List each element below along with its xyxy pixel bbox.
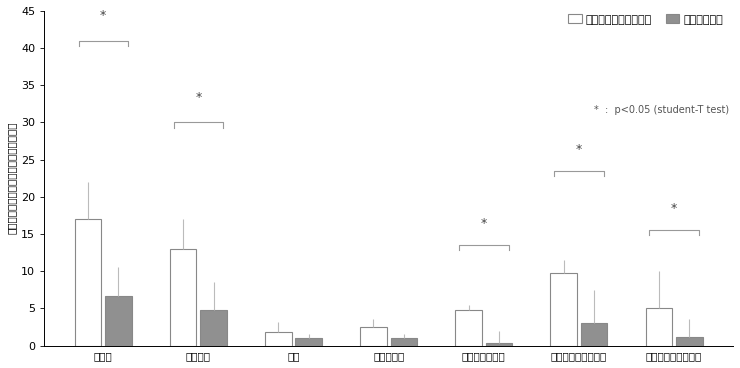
Bar — [295, 338, 322, 346]
Text: *: * — [481, 217, 487, 230]
Bar — [645, 308, 672, 346]
Legend: テーラーメイド医薬品, 従来型医薬品: テーラーメイド医薬品, 従来型医薬品 — [564, 10, 727, 29]
Bar — [455, 310, 482, 346]
Bar — [581, 323, 608, 346]
Text: *: * — [671, 202, 677, 215]
Text: *: * — [100, 9, 107, 22]
Text: *  :  p<0.05 (student-T test): * : p<0.05 (student-T test) — [594, 105, 730, 114]
Bar — [676, 337, 702, 346]
Bar — [105, 296, 132, 346]
Bar — [75, 219, 101, 346]
Text: *: * — [195, 91, 201, 104]
Bar — [551, 273, 577, 346]
Bar — [485, 343, 512, 346]
Bar — [201, 310, 227, 346]
Bar — [170, 249, 197, 346]
Bar — [360, 327, 387, 346]
Text: *: * — [576, 143, 582, 156]
Bar — [391, 338, 417, 346]
Bar — [265, 332, 292, 346]
Y-axis label: １薬剤あたりの開発における平均取引数: １薬剤あたりの開発における平均取引数 — [7, 122, 17, 234]
